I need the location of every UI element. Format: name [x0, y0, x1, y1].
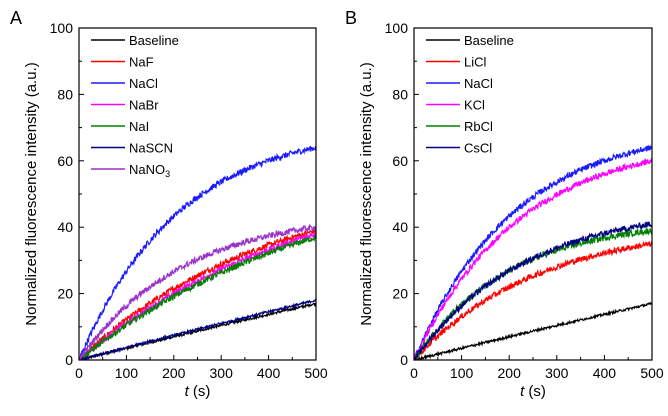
- series-group: [79, 145, 316, 360]
- y-tick-label: 40: [57, 219, 73, 235]
- x-tick-label: 400: [257, 365, 281, 381]
- panel-a: A 0 100 200 300 400 500 0 20 40 60 80 100 t (s) Normal…: [10, 8, 328, 400]
- legend-entry-nai: NaI: [129, 119, 149, 134]
- y-axis-title: Normalized fluorescence intensity (a.u.): [358, 62, 375, 325]
- y-tick-label: 0: [400, 352, 408, 368]
- y-tick-label: 80: [392, 86, 408, 102]
- y-tick-label: 40: [392, 219, 408, 235]
- x-tick-label: 100: [450, 365, 474, 381]
- series-line-licl: [414, 240, 652, 360]
- legend-entry-cscl: CsCl: [464, 141, 492, 156]
- y-tick-label: 60: [392, 153, 408, 169]
- x-axis-title-variable: t: [185, 383, 190, 400]
- legend-entry-nacl: NaCl: [464, 76, 493, 91]
- legend-entry-licl: LiCl: [464, 55, 487, 70]
- x-tick-label: 400: [593, 365, 617, 381]
- legend-entry-nabr: NaBr: [129, 98, 159, 113]
- legend-entry-kcl: KCl: [464, 98, 485, 113]
- legend-entry-baseline: Baseline: [129, 33, 179, 48]
- legend-entry-nascn: NaSCN: [129, 141, 173, 156]
- series-line-nai: [79, 234, 316, 360]
- x-tick-label: 0: [410, 365, 418, 381]
- y-tick-label: 100: [50, 20, 74, 36]
- legend-entry-naf: NaF: [129, 55, 154, 70]
- x-tick-label: 500: [304, 365, 328, 381]
- x-tick-label: 0: [75, 365, 83, 381]
- series-line-nano: [79, 223, 316, 360]
- series-group: [414, 144, 652, 360]
- x-axis-title: t (s): [520, 383, 546, 400]
- panel-label: A: [10, 8, 22, 28]
- legend-subscript: 3: [165, 169, 170, 179]
- x-tick-label: 300: [210, 365, 234, 381]
- legend-entry-nacl: NaCl: [129, 76, 158, 91]
- x-axis-title-unit: (s): [189, 383, 211, 400]
- y-tick-label: 80: [57, 86, 73, 102]
- series-line-nacl: [79, 145, 316, 360]
- x-tick-label: 300: [545, 365, 569, 381]
- plot-frame: [78, 27, 317, 361]
- y-tick-label: 20: [57, 286, 73, 302]
- x-tick-label: 100: [115, 365, 139, 381]
- legend-entry-rbcl: RbCl: [464, 119, 493, 134]
- x-tick-label: 200: [162, 365, 186, 381]
- plot-frame: [413, 27, 653, 361]
- legend-entry-nano: NaNO3: [129, 162, 170, 179]
- x-axis-title-variable: t: [520, 383, 525, 400]
- series-line-cscl: [414, 220, 652, 360]
- series-line-nabr: [79, 231, 316, 360]
- x-axis-title-unit: (s): [524, 383, 546, 400]
- x-tick-label: 200: [498, 365, 522, 381]
- series-line-naf: [79, 228, 316, 360]
- x-axis-title: t (s): [185, 383, 211, 400]
- panel-label: B: [345, 8, 357, 28]
- y-tick-label: 20: [392, 286, 408, 302]
- series-line-baseline: [414, 301, 652, 360]
- series-line-kcl: [414, 158, 652, 360]
- y-tick-label: 0: [65, 352, 73, 368]
- y-axis-title: Normalized fluorescence intensity (a.u.): [23, 62, 40, 325]
- legend-entry-baseline: Baseline: [464, 33, 514, 48]
- series-line-nascn: [79, 298, 316, 360]
- x-tick-label: 500: [640, 365, 664, 381]
- y-tick-label: 60: [57, 153, 73, 169]
- panel-b: B 0 100 200 300 400 500 0 20 40 60 80 100 t (s) Normal…: [345, 8, 664, 400]
- y-tick-label: 100: [385, 20, 409, 36]
